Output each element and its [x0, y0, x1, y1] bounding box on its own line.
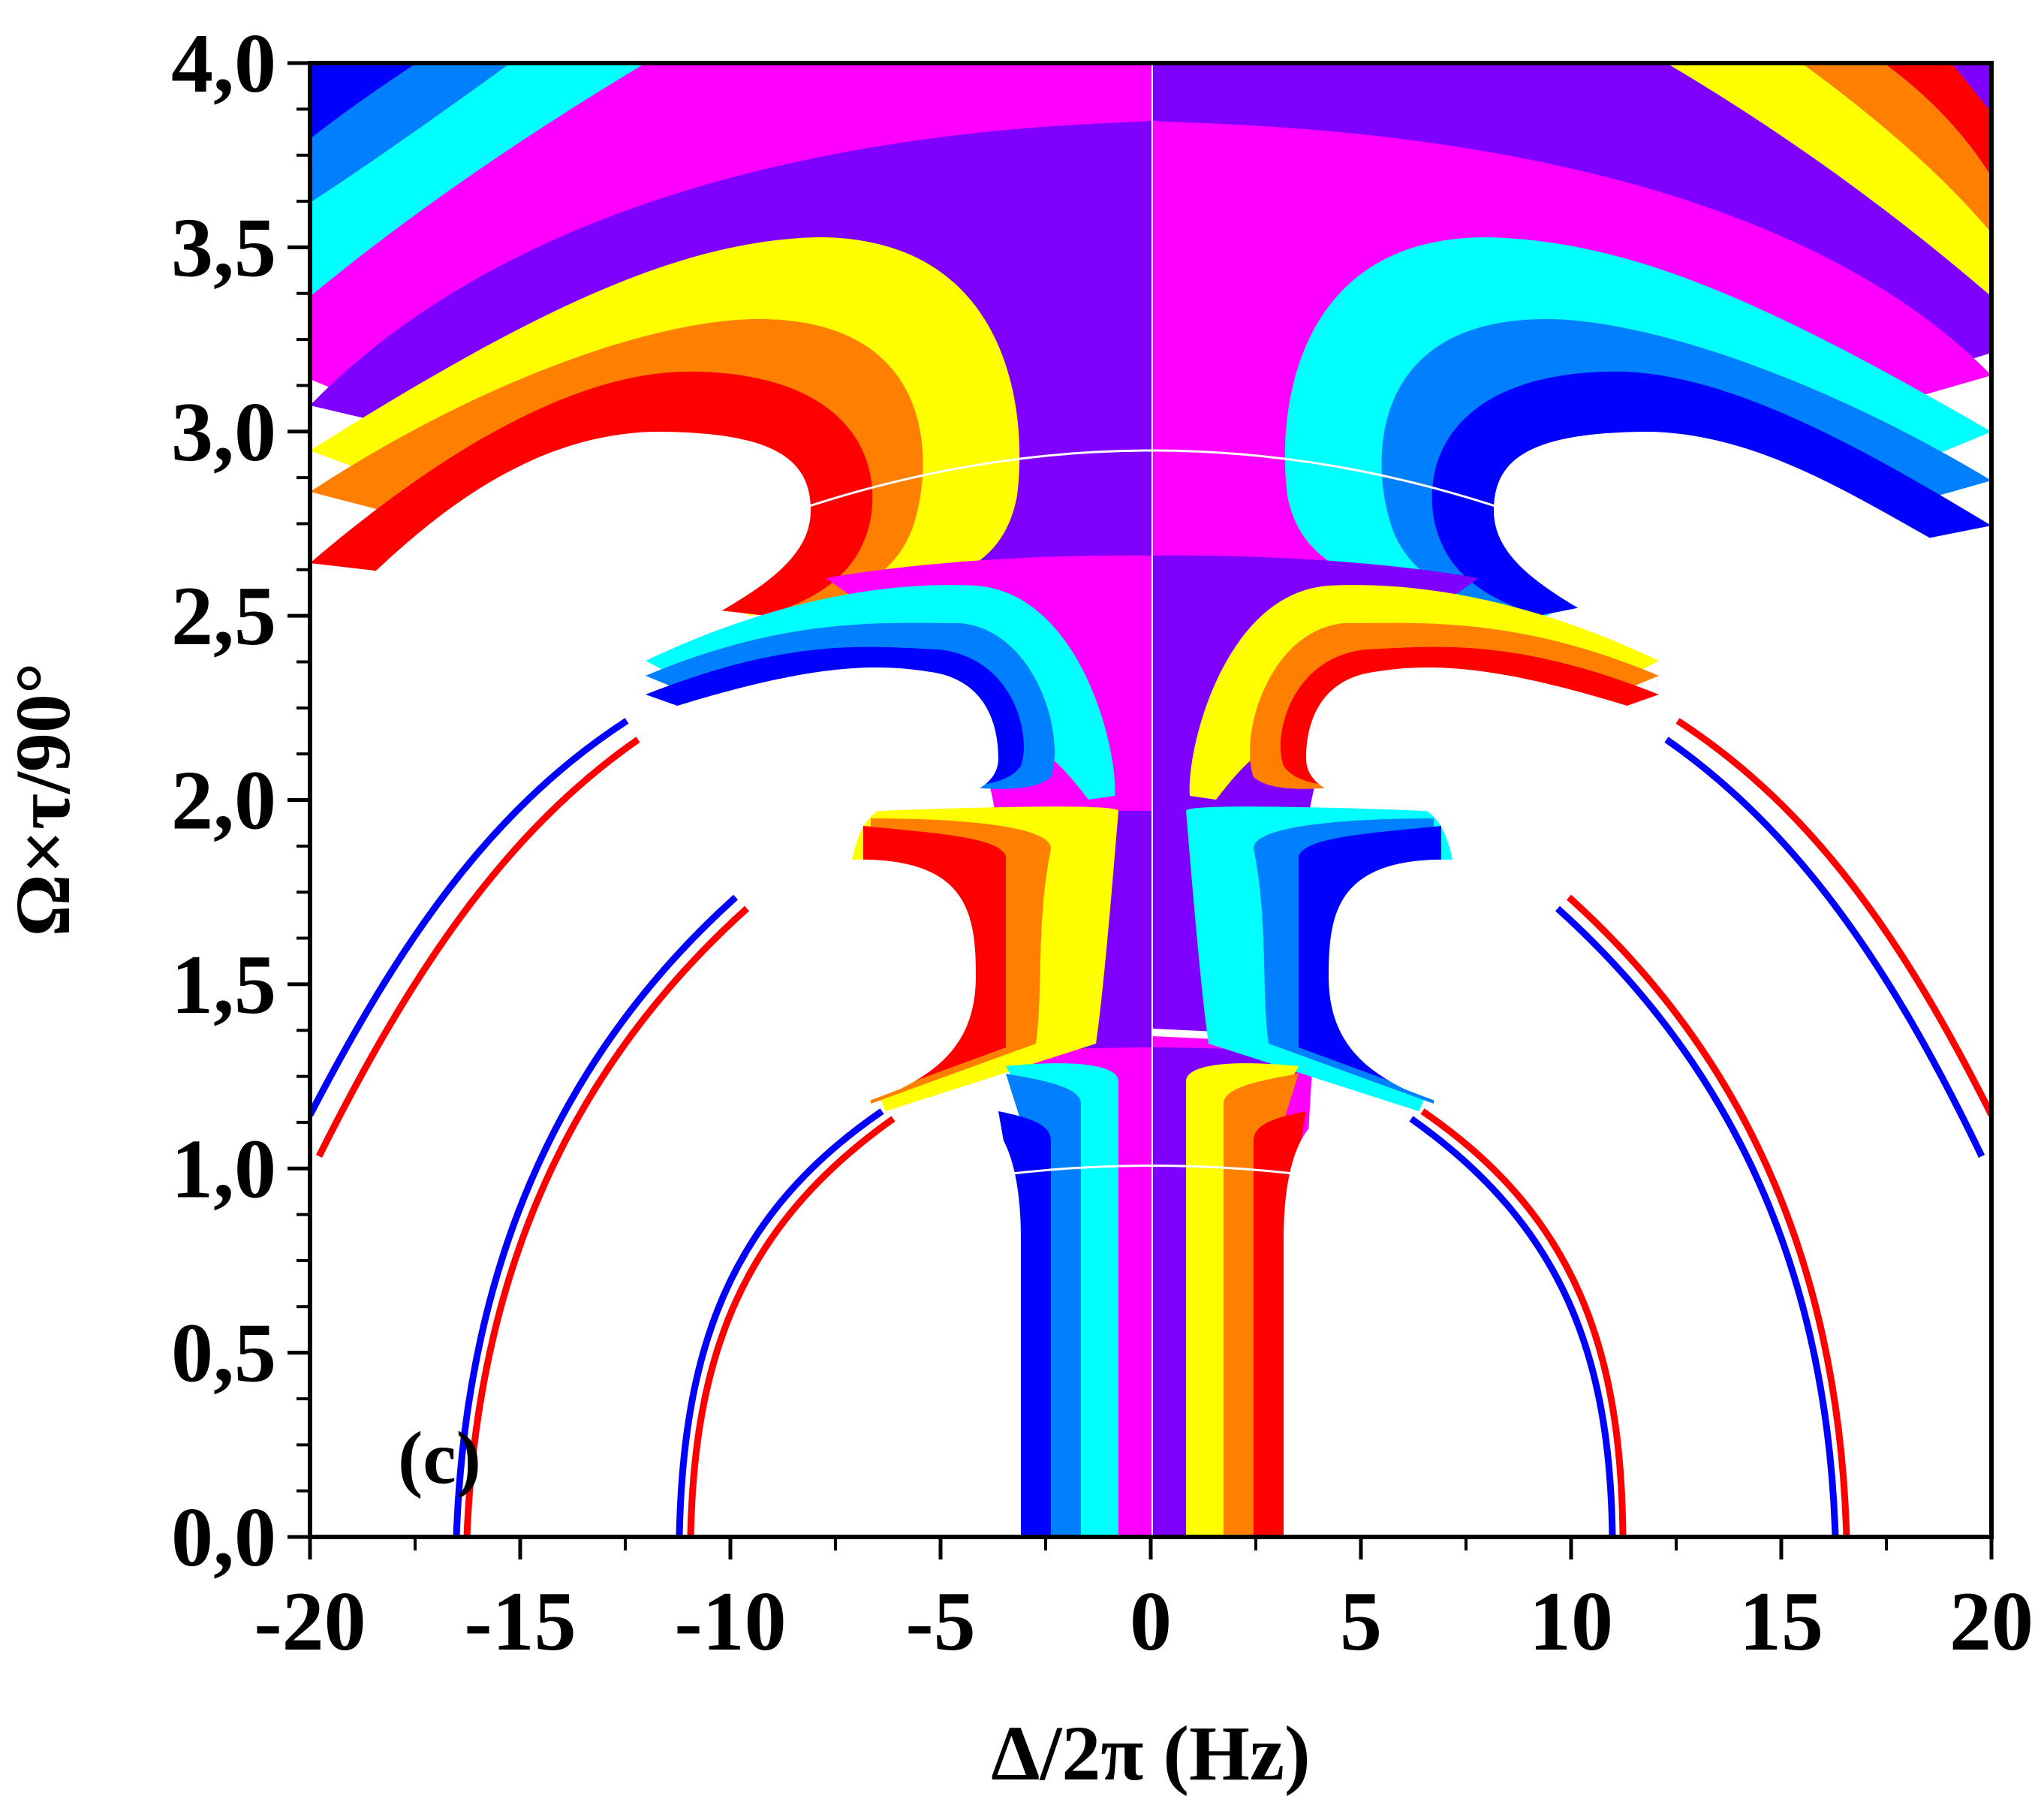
top-left-corner-bands-mid	[310, 63, 510, 203]
bottom-right-stem-red	[1254, 1111, 1306, 1537]
top-left-corner-bands-light	[310, 63, 646, 297]
mid-right-lobe-hole	[1306, 667, 1674, 803]
x-tick-label: -10	[674, 1575, 786, 1668]
right-arc-inner-blue	[1409, 1116, 1616, 1537]
mid-left-lobe-hole	[631, 667, 998, 803]
y-tick-label: 1,5	[171, 939, 276, 1032]
x-axis-ticks: -20 -15 -10 -5 0 5 10 15 20	[254, 1537, 2033, 1668]
left-arc-middle-red	[463, 905, 750, 1537]
bottom-right-stem-orange	[1224, 1074, 1299, 1537]
lower-left-lobe-hole	[480, 859, 976, 1131]
bottom-left-magenta-stem	[1028, 1047, 1152, 1537]
bottom-right-hole	[1284, 1111, 1636, 1537]
y-tick-label: 3,0	[171, 386, 276, 479]
x-tick-label: 5	[1340, 1575, 1382, 1668]
left-rainbow-arcs	[310, 718, 896, 1537]
x-axis-label: Δ/2π (Hz)	[991, 1710, 1310, 1797]
bottom-left-stem-mid	[1006, 1074, 1081, 1537]
x-tick-label: -20	[254, 1575, 366, 1668]
bottom-right-stem-yellow	[1186, 1063, 1299, 1537]
y-tick-label: 4,0	[171, 17, 276, 110]
y-axis-ticks: 0,0 0,5 1,0 1,5 2,0 2,5 3,0 3,5 4,0	[171, 17, 310, 1584]
panel-label: (c)	[398, 1416, 481, 1499]
left-arc-outer-red	[315, 737, 640, 1159]
plot-area	[310, 63, 1991, 1537]
upper-left-lobe-hole	[310, 432, 811, 638]
top-left-corner-bands-dark	[310, 63, 417, 139]
y-axis-label: Ω×τ/90°	[0, 663, 86, 937]
y-tick-label: 1,0	[171, 1122, 276, 1216]
top-right-corner-bands-red	[1884, 63, 1991, 176]
bottom-right-purple-stem	[1152, 1047, 1276, 1537]
upper-right-lobe-hole	[1494, 432, 1991, 623]
x-tick-label: 20	[1949, 1575, 2033, 1668]
y-tick-label: 0,0	[171, 1491, 276, 1584]
x-tick-label: -5	[905, 1575, 975, 1668]
bottom-left-stem-dark	[998, 1111, 1051, 1537]
x-tick-label: 0	[1130, 1575, 1172, 1668]
y-tick-label: 0,5	[171, 1307, 276, 1400]
lower-right-lobe-hole	[1329, 859, 1824, 1131]
right-arc-outer-blue	[1664, 737, 1985, 1158]
right-arc-middle-blue	[1555, 905, 1839, 1537]
bottom-left-stem-cyan	[1006, 1063, 1118, 1537]
right-arc-middle-red	[1566, 894, 1850, 1537]
left-arc-middle-blue	[453, 894, 739, 1537]
left-arc-inner-red	[687, 1116, 896, 1537]
left-arc-outer-blue	[310, 718, 629, 1117]
x-tick-label: -15	[464, 1575, 576, 1668]
y-tick-label: 2,5	[171, 570, 276, 663]
top-right-corner-bands-yellow	[1666, 63, 1991, 297]
right-rainbow-arcs	[1409, 718, 1991, 1537]
right-arc-outer-red	[1675, 718, 1991, 1117]
x-tick-label: 15	[1739, 1575, 1823, 1668]
bottom-left-hole	[668, 1111, 1021, 1537]
top-right-corner-bands-orange	[1802, 63, 1991, 233]
right-arc-inner-red	[1420, 1108, 1627, 1537]
y-tick-label: 2,0	[171, 755, 276, 848]
x-tick-label: 10	[1529, 1575, 1613, 1668]
y-tick-label: 3,5	[171, 201, 276, 294]
left-arc-inner-blue	[676, 1108, 884, 1537]
